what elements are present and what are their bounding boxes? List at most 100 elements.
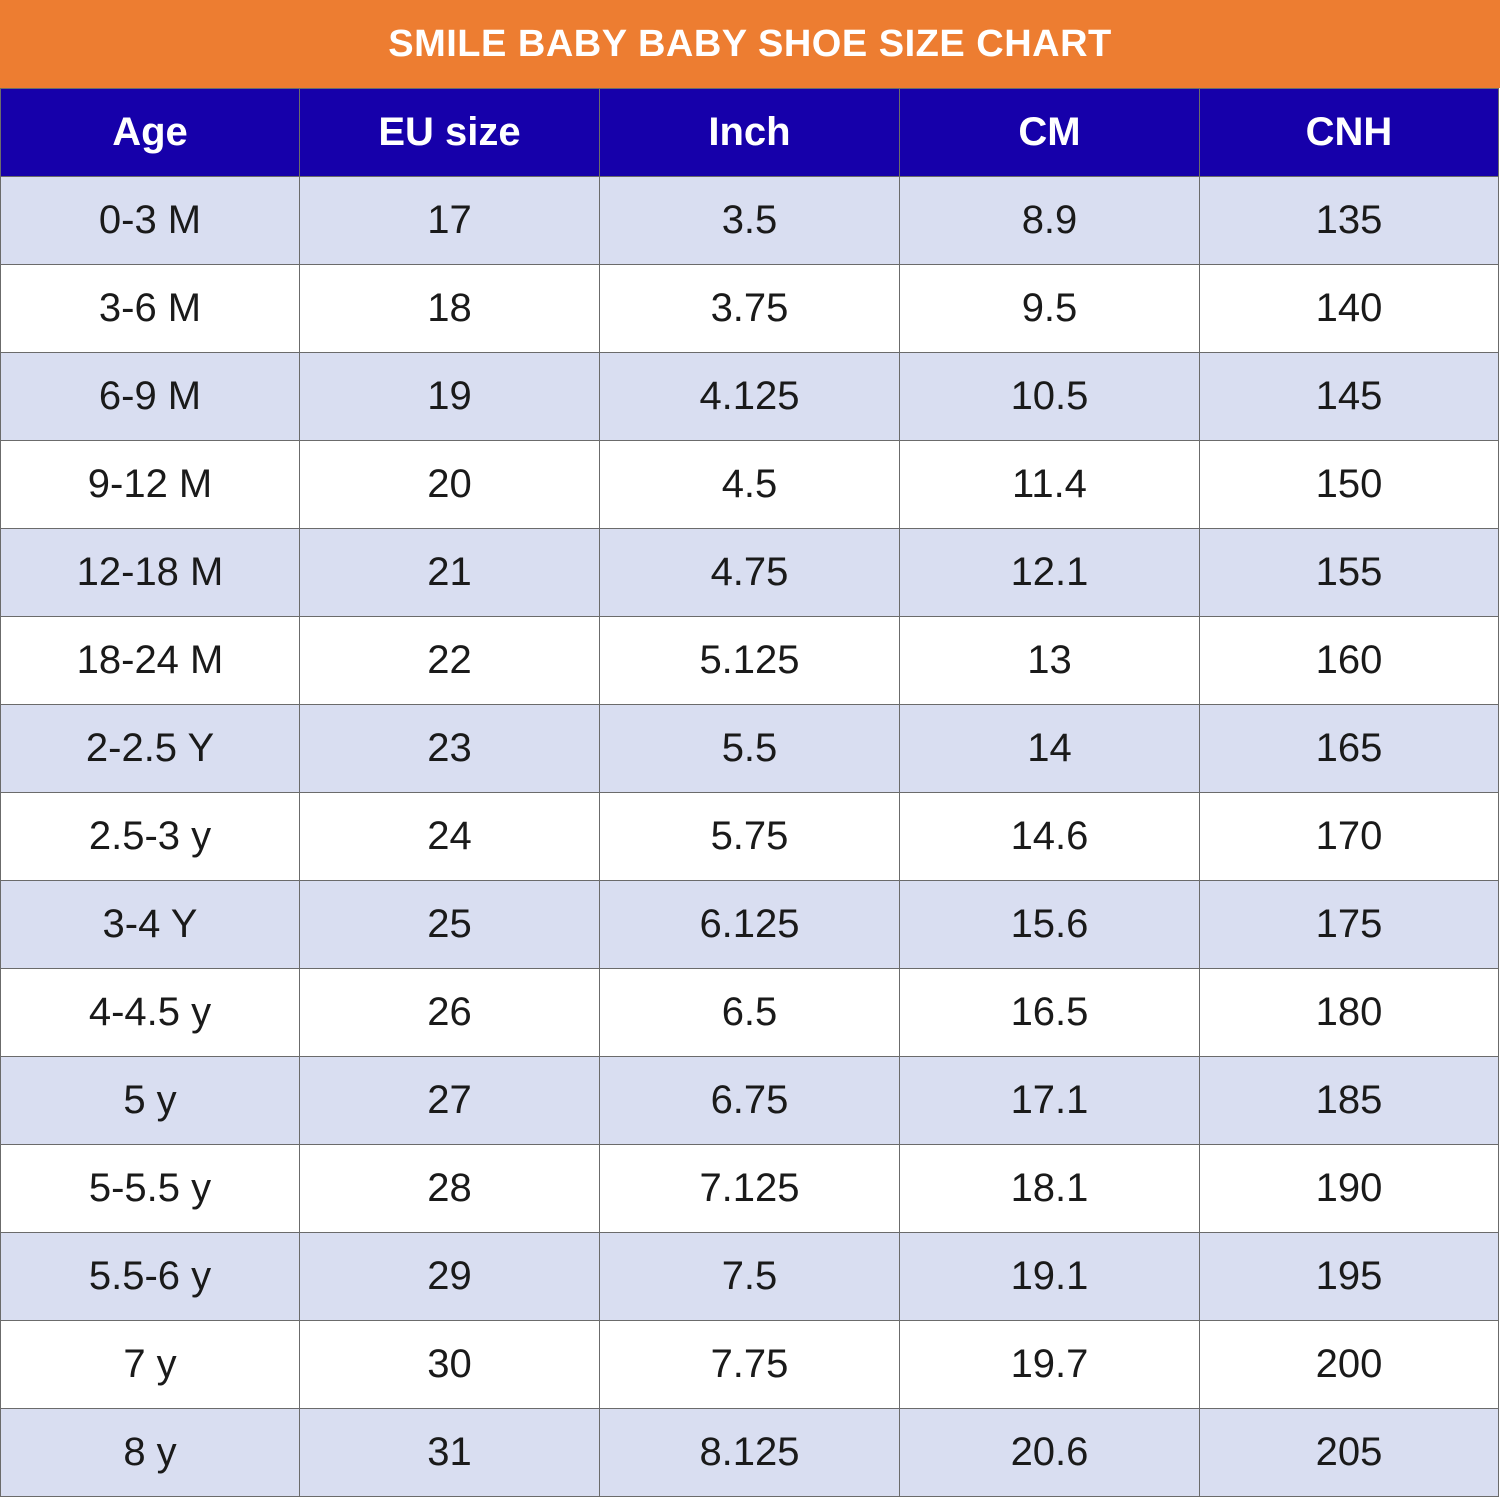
cell-age: 12-18 M [0,528,300,617]
cell-cnh: 200 [1199,1320,1499,1409]
cell-cnh: 165 [1199,704,1499,793]
table-row: 6-9 M 19 4.125 10.5 145 [0,352,1499,441]
table-row: 9-12 M 20 4.5 11.4 150 [0,440,1499,529]
cell-age: 6-9 M [0,352,300,441]
cell-cm: 13 [899,616,1200,705]
cell-age: 7 y [0,1320,300,1409]
cell-cm: 18.1 [899,1144,1200,1233]
cell-age: 8 y [0,1408,300,1497]
cell-age: 3-6 M [0,264,300,353]
cell-eu-size: 17 [299,176,600,265]
table-row: 3-4 Y 25 6.125 15.6 175 [0,880,1499,969]
cell-inch: 4.125 [599,352,900,441]
cell-eu-size: 19 [299,352,600,441]
table-row: 0-3 M 17 3.5 8.9 135 [0,176,1499,265]
cell-eu-size: 27 [299,1056,600,1145]
cell-cm: 15.6 [899,880,1200,969]
cell-cm: 10.5 [899,352,1200,441]
cell-inch: 7.5 [599,1232,900,1321]
cell-cnh: 135 [1199,176,1499,265]
table-row: 7 y 30 7.75 19.7 200 [0,1320,1499,1409]
cell-inch: 5.125 [599,616,900,705]
cell-age: 2-2.5 Y [0,704,300,793]
cell-inch: 3.5 [599,176,900,265]
cell-cm: 16.5 [899,968,1200,1057]
cell-cnh: 170 [1199,792,1499,881]
cell-eu-size: 30 [299,1320,600,1409]
cell-eu-size: 29 [299,1232,600,1321]
chart-title: SMILE BABY BABY SHOE SIZE CHART [0,0,1500,88]
cell-inch: 8.125 [599,1408,900,1497]
table-row: 12-18 M 21 4.75 12.1 155 [0,528,1499,617]
cell-age: 18-24 M [0,616,300,705]
cell-eu-size: 20 [299,440,600,529]
cell-cnh: 180 [1199,968,1499,1057]
cell-eu-size: 31 [299,1408,600,1497]
table-row: 8 y 31 8.125 20.6 205 [0,1408,1499,1497]
cell-inch: 7.125 [599,1144,900,1233]
table-row: 5-5.5 y 28 7.125 18.1 190 [0,1144,1499,1233]
header-inch: Inch [599,88,900,177]
cell-inch: 6.75 [599,1056,900,1145]
cell-eu-size: 24 [299,792,600,881]
cell-cnh: 145 [1199,352,1499,441]
cell-cm: 14 [899,704,1200,793]
table-row: 18-24 M 22 5.125 13 160 [0,616,1499,705]
cell-cm: 19.7 [899,1320,1200,1409]
cell-cnh: 190 [1199,1144,1499,1233]
cell-age: 5.5-6 y [0,1232,300,1321]
cell-cm: 11.4 [899,440,1200,529]
cell-cm: 14.6 [899,792,1200,881]
cell-eu-size: 28 [299,1144,600,1233]
cell-cm: 9.5 [899,264,1200,353]
cell-cnh: 185 [1199,1056,1499,1145]
cell-inch: 3.75 [599,264,900,353]
cell-inch: 4.75 [599,528,900,617]
cell-eu-size: 23 [299,704,600,793]
cell-cnh: 205 [1199,1408,1499,1497]
cell-cnh: 195 [1199,1232,1499,1321]
header-cm: CM [899,88,1200,177]
header-eu-size: EU size [299,88,600,177]
cell-age: 2.5-3 y [0,792,300,881]
header-age: Age [0,88,300,177]
cell-inch: 5.75 [599,792,900,881]
table-row: 2.5-3 y 24 5.75 14.6 170 [0,792,1499,881]
table-row: 4-4.5 y 26 6.5 16.5 180 [0,968,1499,1057]
cell-cnh: 155 [1199,528,1499,617]
cell-cm: 20.6 [899,1408,1200,1497]
cell-cm: 12.1 [899,528,1200,617]
cell-inch: 5.5 [599,704,900,793]
cell-age: 5 y [0,1056,300,1145]
cell-age: 3-4 Y [0,880,300,969]
cell-inch: 4.5 [599,440,900,529]
cell-inch: 6.125 [599,880,900,969]
cell-age: 0-3 M [0,176,300,265]
cell-inch: 6.5 [599,968,900,1057]
cell-age: 9-12 M [0,440,300,529]
cell-cm: 17.1 [899,1056,1200,1145]
cell-cnh: 175 [1199,880,1499,969]
cell-age: 5-5.5 y [0,1144,300,1233]
cell-eu-size: 22 [299,616,600,705]
cell-cnh: 150 [1199,440,1499,529]
cell-cm: 19.1 [899,1232,1200,1321]
size-table: Age EU size Inch CM CNH 0-3 M 17 3.5 8.9 135… [0,88,1499,1497]
cell-inch: 7.75 [599,1320,900,1409]
table-row: 2-2.5 Y 23 5.5 14 165 [0,704,1499,793]
cell-eu-size: 18 [299,264,600,353]
cell-eu-size: 25 [299,880,600,969]
cell-cm: 8.9 [899,176,1200,265]
table-body: 0-3 M 17 3.5 8.9 135 3-6 M 18 3.75 9.5 140 6-9 M 19… [0,176,1499,1497]
header-cnh: CNH [1199,88,1499,177]
cell-age: 4-4.5 y [0,968,300,1057]
table-row: 3-6 M 18 3.75 9.5 140 [0,264,1499,353]
cell-eu-size: 26 [299,968,600,1057]
header-row: Age EU size Inch CM CNH [0,88,1499,177]
table-row: 5 y 27 6.75 17.1 185 [0,1056,1499,1145]
table-row: 5.5-6 y 29 7.5 19.1 195 [0,1232,1499,1321]
cell-cnh: 140 [1199,264,1499,353]
cell-cnh: 160 [1199,616,1499,705]
cell-eu-size: 21 [299,528,600,617]
